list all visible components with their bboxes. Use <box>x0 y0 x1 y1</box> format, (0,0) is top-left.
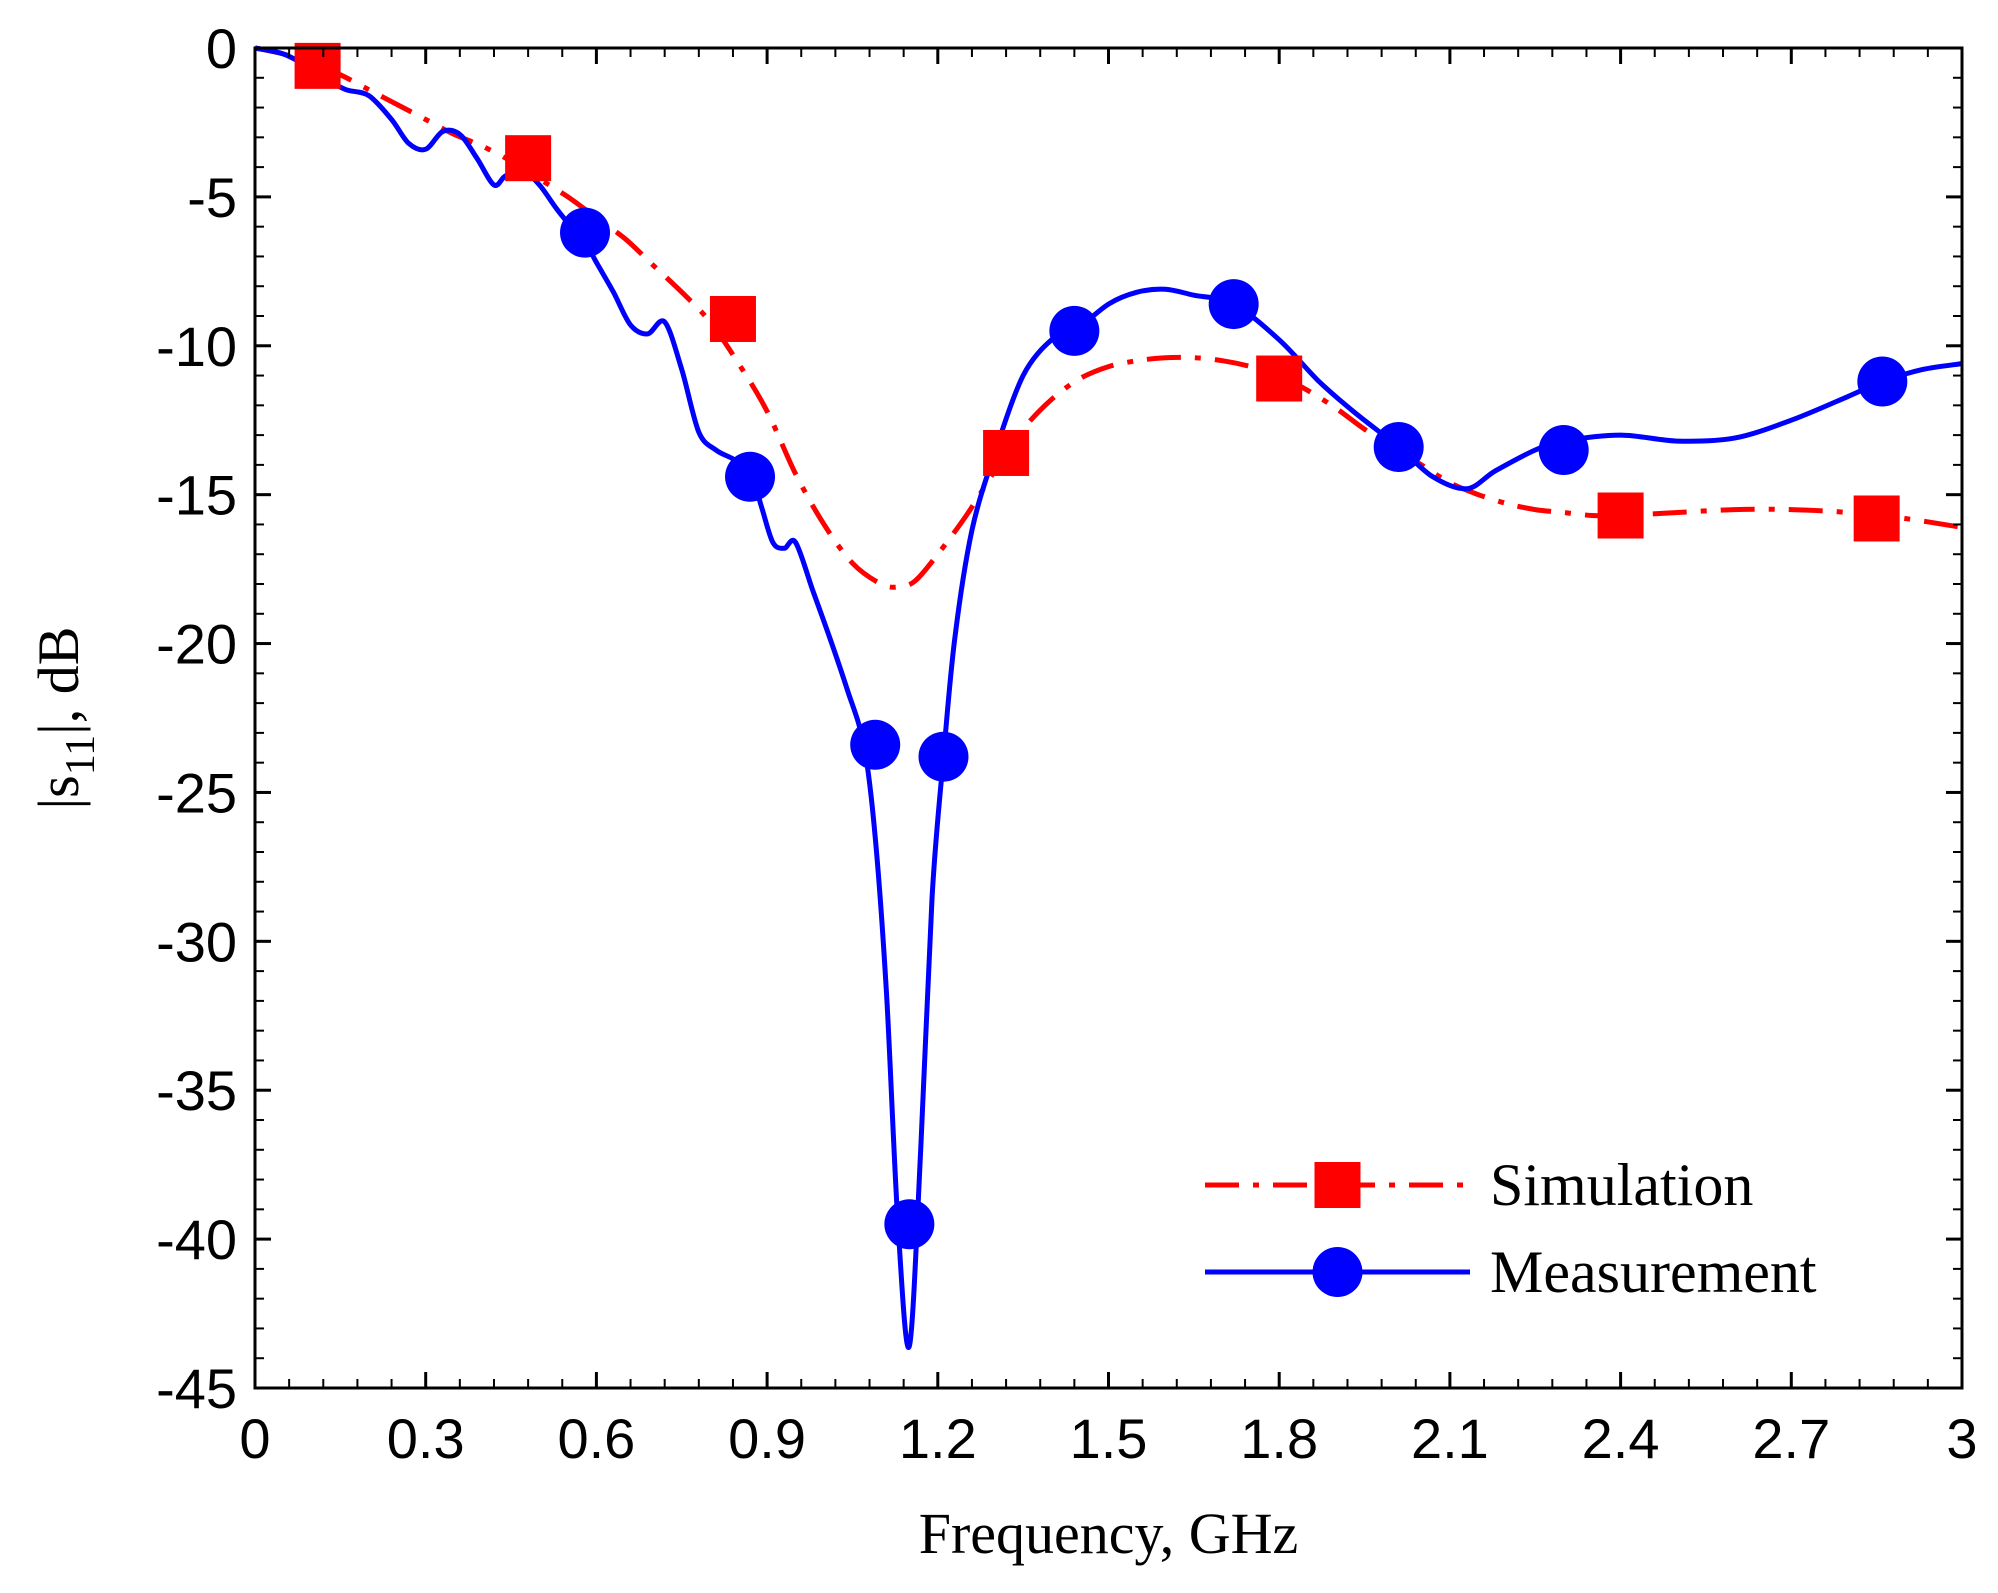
measurement-marker <box>725 451 776 502</box>
y-tick-label: -35 <box>156 1059 237 1122</box>
y-tick-label: -40 <box>156 1208 237 1271</box>
x-tick-label: 0 <box>239 1407 270 1470</box>
legend-measurement-marker <box>1312 1247 1363 1297</box>
y-tick-label: 0 <box>206 17 237 80</box>
y-axis-title-main: |s <box>26 775 91 809</box>
legend-simulation-label: Simulation <box>1490 1152 1753 1218</box>
x-tick-label: 1.8 <box>1240 1407 1318 1470</box>
tick-labels: 0 0.3 0.6 0.9 1.2 1.5 1.8 2.1 2.4 2.7 3 0 -5 -10 -15 -2… <box>156 17 1978 1470</box>
legend-simulation-marker <box>1314 1162 1361 1208</box>
measurement-marker <box>1538 425 1589 475</box>
x-tick-label: 0.3 <box>387 1407 465 1470</box>
x-tick-label: 1.2 <box>899 1407 977 1470</box>
y-tick-label: -45 <box>156 1357 237 1420</box>
simulation-marker <box>294 42 341 89</box>
simulation-line <box>254 45 1963 590</box>
measurement-marker <box>884 1199 935 1250</box>
y-tick-label: -5 <box>187 166 237 229</box>
y-axis-title-subscript: 11 <box>58 735 104 775</box>
legend: Simulation Measurement <box>1205 1152 1817 1305</box>
plot-frame <box>253 46 1964 1390</box>
legend-measurement-label: Measurement <box>1490 1239 1817 1305</box>
x-tick-label: 2.1 <box>1411 1407 1489 1470</box>
x-tick-label: 1.5 <box>1070 1407 1148 1470</box>
simulation-marker <box>505 135 552 182</box>
simulation-marker <box>983 429 1030 476</box>
y-tick-label: -25 <box>156 761 237 824</box>
x-tick-label: 2.7 <box>1752 1407 1830 1470</box>
simulation-marker <box>709 295 756 342</box>
series-layer <box>254 42 1963 1351</box>
y-axis-title-tail: |, dB <box>26 627 91 735</box>
simulation-marker <box>1256 355 1303 402</box>
measurement-marker <box>560 207 611 258</box>
measurement-marker <box>1373 422 1424 473</box>
y-tick-label: -30 <box>156 910 237 973</box>
measurement-marker <box>918 731 969 782</box>
measurement-marker <box>1049 305 1100 356</box>
x-tick-label: 0.9 <box>728 1407 806 1470</box>
y-axis-title: |s11|, dB <box>26 627 104 810</box>
x-axis-title: Frequency, GHz <box>919 1501 1299 1566</box>
y-tick-label: -10 <box>156 315 237 378</box>
measurement-marker <box>1857 356 1908 407</box>
y-tick-label: -20 <box>156 613 237 676</box>
simulation-marker <box>1853 495 1900 542</box>
x-tick-label: 3 <box>1946 1407 1977 1470</box>
x-tick-label: 2.4 <box>1582 1407 1660 1470</box>
simulation-marker <box>1597 492 1644 539</box>
measurement-marker <box>850 719 901 770</box>
measurement-marker <box>1208 279 1259 330</box>
x-tick-label: 0.6 <box>557 1407 635 1470</box>
y-tick-label: -15 <box>156 464 237 527</box>
